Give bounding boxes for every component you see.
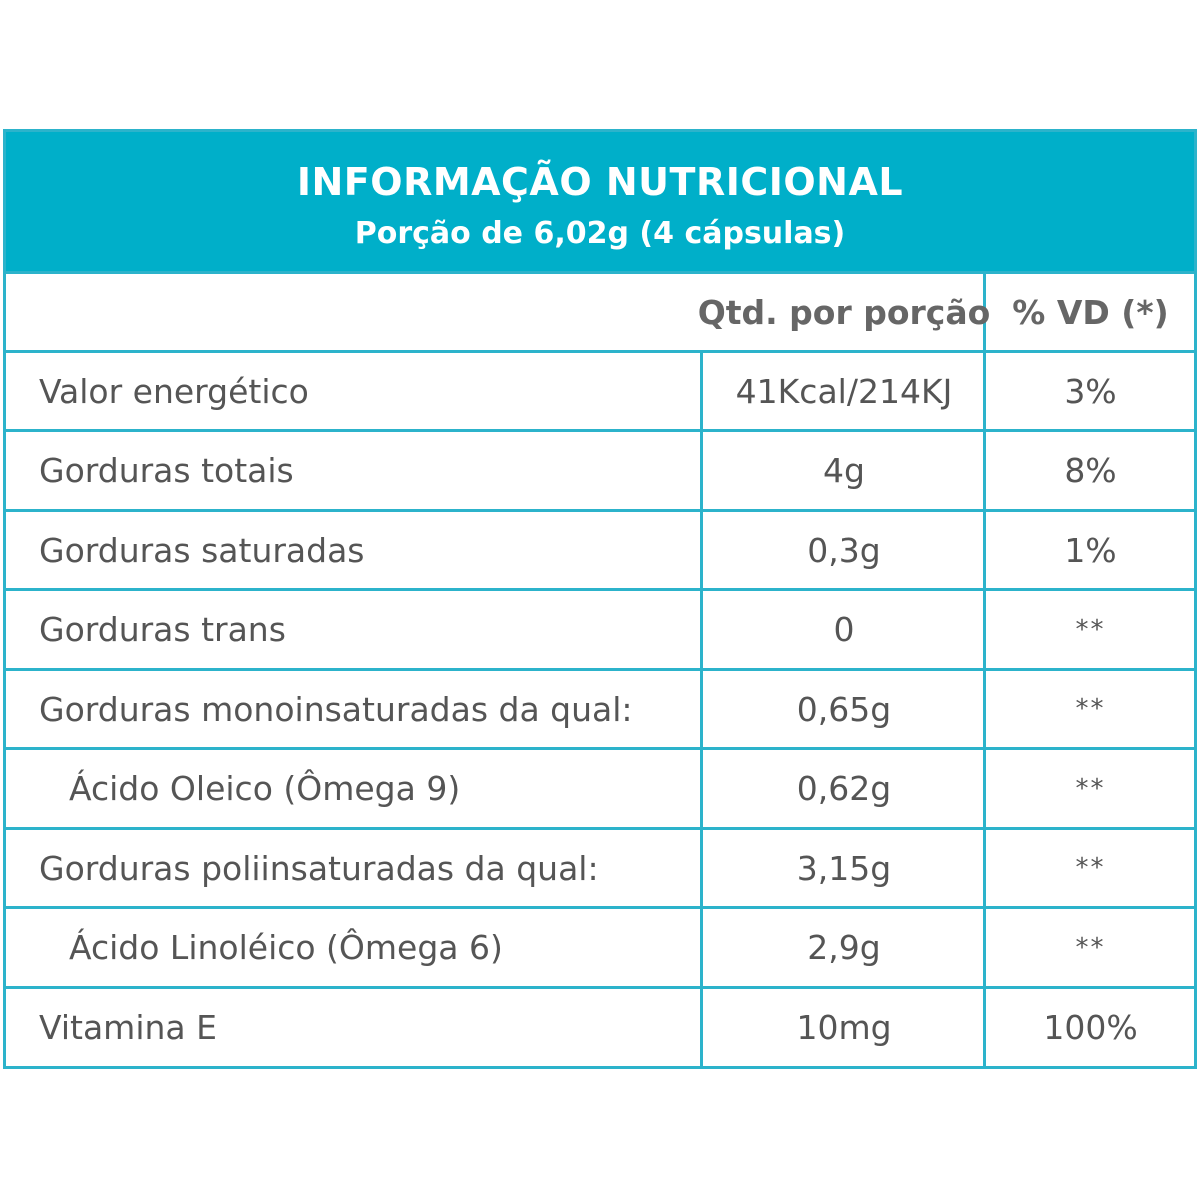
row-label-saturated-fat: Gorduras saturadas xyxy=(39,530,365,570)
row-qty-energy: 41Kcal/214KJ xyxy=(735,371,953,411)
row-vd-oleic-acid: ** xyxy=(1075,773,1106,804)
divider xyxy=(6,350,1194,353)
row-vd-monounsaturated-fat: ** xyxy=(1075,694,1106,724)
row-label-trans-fat: Gorduras trans xyxy=(39,610,286,649)
column-header-qty: Qtd. por porção xyxy=(697,292,991,332)
row-qty-total-fat: 4g xyxy=(823,451,865,490)
row-label-oleic-acid: Ácido Oleico (Ômega 9) xyxy=(69,769,461,808)
divider xyxy=(6,747,1194,750)
divider xyxy=(6,827,1194,830)
row-qty-linoleic-acid: 2,9g xyxy=(807,928,881,967)
divider xyxy=(6,986,1194,989)
table-header: INFORMAÇÃO NUTRICIONAL Porção de 6,02g (… xyxy=(6,132,1194,271)
serving-size: Porção de 6,02g (4 cápsulas) xyxy=(354,216,846,251)
row-vd-linoleic-acid: ** xyxy=(1075,932,1106,963)
divider xyxy=(6,509,1194,512)
column-divider xyxy=(983,271,986,1066)
row-qty-vitamin-e: 10mg xyxy=(796,1008,892,1047)
row-label-monounsaturated-fat: Gorduras monoinsaturadas da qual: xyxy=(39,689,633,729)
nutrition-facts-table: INFORMAÇÃO NUTRICIONAL Porção de 6,02g (… xyxy=(3,129,1197,1069)
row-label-vitamin-e: Vitamina E xyxy=(39,1008,217,1047)
column-header-vd: % VD (*) xyxy=(1012,292,1169,332)
row-label-total-fat: Gorduras totais xyxy=(39,451,294,490)
column-divider xyxy=(700,350,703,1066)
divider xyxy=(6,271,1194,274)
row-vd-total-fat: 8% xyxy=(1064,451,1117,490)
row-vd-polyunsaturated-fat: ** xyxy=(1075,853,1106,883)
table-title: INFORMAÇÃO NUTRICIONAL xyxy=(296,160,904,204)
divider xyxy=(6,668,1194,671)
row-vd-vitamin-e: 100% xyxy=(1043,1008,1138,1047)
row-qty-monounsaturated-fat: 0,65g xyxy=(796,689,892,729)
divider xyxy=(6,588,1194,591)
row-label-energy: Valor energético xyxy=(39,371,309,411)
row-label-polyunsaturated-fat: Gorduras poliinsaturadas da qual: xyxy=(39,848,599,888)
row-qty-polyunsaturated-fat: 3,15g xyxy=(796,848,892,888)
row-qty-oleic-acid: 0,62g xyxy=(796,769,892,808)
divider xyxy=(6,429,1194,432)
row-label-linoleic-acid: Ácido Linoléico (Ômega 6) xyxy=(69,928,503,967)
row-vd-energy: 3% xyxy=(1064,371,1117,411)
row-qty-saturated-fat: 0,3g xyxy=(807,530,881,570)
row-vd-trans-fat: ** xyxy=(1075,614,1106,645)
row-vd-saturated-fat: 1% xyxy=(1064,530,1117,570)
divider xyxy=(6,906,1194,909)
row-qty-trans-fat: 0 xyxy=(833,610,855,649)
